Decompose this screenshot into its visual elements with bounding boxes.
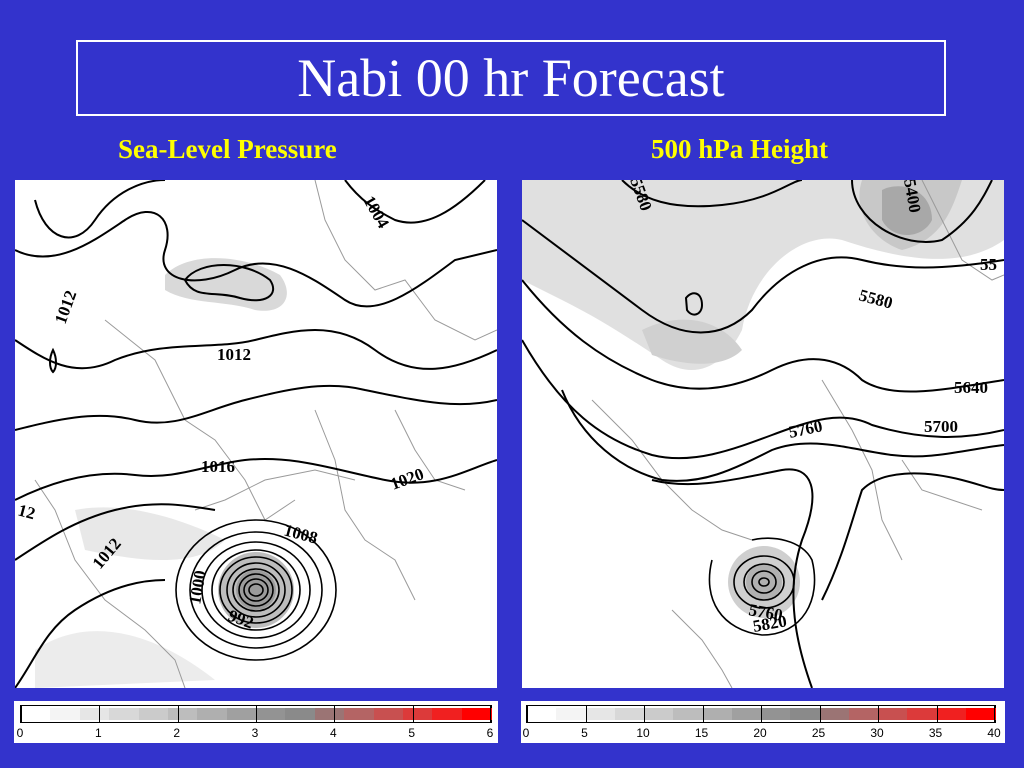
slp-map: 1004 1012 1012 1016 1020 1008 1012 1000 …	[15, 180, 497, 688]
colorbar-segment	[256, 708, 286, 720]
colorbar-tick-label: 25	[811, 726, 826, 740]
colorbar-tick	[21, 706, 22, 722]
contour-label: 5760	[787, 416, 824, 442]
h500-map: 5580 5400 5580 5640 5700 5760 5760 5820 …	[522, 180, 1004, 688]
colorbar-tick-label: 40	[987, 726, 1001, 740]
colorbar-tick-label: 5	[581, 726, 588, 740]
colorbar-segment	[614, 708, 645, 720]
colorbar-tick	[527, 706, 528, 722]
colorbar-segment	[344, 708, 375, 720]
colorbar-segment	[585, 708, 616, 720]
colorbar-tick-label: 10	[636, 726, 650, 740]
contour-label: 12	[16, 501, 37, 524]
h500-map-graphic: 5580 5400 5580 5640 5700 5760 5760 5820 …	[522, 180, 1004, 688]
colorbar-segment	[461, 708, 492, 720]
h500-colorbar	[526, 705, 996, 723]
colorbar-tick-label: 15	[694, 726, 709, 740]
colorbar-segment	[527, 708, 557, 720]
colorbar-tick	[761, 706, 762, 722]
colorbar-segment	[907, 708, 938, 720]
colorbar-tick-label: 4	[329, 726, 337, 740]
colorbar-tick-label: 2	[173, 726, 180, 740]
colorbar-segment	[790, 708, 821, 720]
contour-label: 5580	[857, 286, 895, 313]
colorbar-tick	[256, 706, 257, 722]
slp-cyclone-contours	[175, 519, 337, 661]
contour-label: 5640	[954, 378, 988, 397]
colorbar-tick-label: 30	[870, 726, 884, 740]
colorbar-tick	[490, 706, 491, 722]
colorbar-tick	[99, 706, 101, 722]
colorbar-segment	[109, 708, 140, 720]
colorbar-segment	[50, 708, 81, 720]
h500-height-contours	[522, 180, 1004, 688]
colorbar-tick-label: 0	[522, 726, 530, 740]
colorbar-segment	[167, 708, 198, 720]
colorbar-segment	[848, 708, 879, 720]
colorbar-tick	[644, 706, 645, 722]
colorbar-tick-label: 3	[251, 726, 259, 740]
contour-label: 1012	[51, 288, 80, 326]
slp-shading	[35, 258, 294, 688]
contour-label: 1000	[185, 569, 210, 606]
slp-colorbar	[20, 705, 492, 723]
colorbar-tick	[702, 706, 704, 722]
colorbar-segment	[673, 708, 704, 720]
contour-label: 55	[980, 255, 997, 274]
slide-title-text: Nabi 00 hr Forecast	[297, 48, 725, 108]
h500-coastlines	[591, 180, 1004, 688]
colorbar-segment	[761, 708, 791, 720]
colorbar-segment	[936, 708, 967, 720]
slp-coastlines	[34, 180, 497, 688]
h500-low-contours	[708, 537, 816, 636]
colorbar-tick-label: 35	[928, 726, 943, 740]
colorbar-tick-label: 20	[753, 726, 767, 740]
slp-map-graphic: 1004 1012 1012 1016 1020 1008 1012 1000 …	[15, 180, 497, 688]
colorbar-segment	[556, 708, 587, 720]
contour-label: 5700	[924, 417, 958, 436]
panel-heading-500hpa: 500 hPa Height	[651, 134, 829, 164]
colorbar-segment	[402, 708, 433, 720]
colorbar-tick-label: 6	[486, 726, 494, 740]
colorbar-segment	[197, 708, 228, 720]
colorbar-tick	[878, 706, 879, 722]
colorbar-tick	[334, 706, 336, 722]
colorbar-tick-label: 1	[94, 726, 102, 740]
colorbar-tick-label: 5	[408, 726, 415, 740]
contour-label: 1012	[217, 345, 251, 364]
colorbar-segment	[731, 708, 762, 720]
colorbar-segment	[702, 708, 733, 720]
contour-label: 1020	[388, 464, 426, 493]
colorbar-tick	[819, 706, 821, 722]
colorbar-tick-label: 0	[16, 726, 24, 740]
colorbar-segment	[373, 708, 404, 720]
colorbar-segment	[138, 708, 169, 720]
colorbar-tick	[177, 706, 179, 722]
colorbar-tick	[936, 706, 938, 722]
colorbar-segment	[21, 708, 51, 720]
colorbar-segment	[878, 708, 908, 720]
colorbar-tick	[994, 706, 995, 722]
contour-label: 1004	[360, 193, 394, 232]
colorbar-segment	[79, 708, 110, 720]
colorbar-segment	[285, 708, 316, 720]
slide-title: Nabi 00 hr Forecast	[76, 40, 946, 116]
panel-heading-slp: Sea-Level Pressure	[118, 134, 337, 164]
contour-label: 1016	[201, 457, 235, 476]
colorbar-tick	[585, 706, 587, 722]
colorbar-segment	[644, 708, 674, 720]
colorbar-segment	[819, 708, 850, 720]
contour-label: 1008	[282, 521, 320, 548]
colorbar-tick	[412, 706, 414, 722]
slp-isobars	[15, 180, 497, 688]
colorbar-segment	[226, 708, 257, 720]
colorbar-segment	[432, 708, 463, 720]
colorbar-segment	[965, 708, 996, 720]
h500-shading	[522, 180, 1004, 618]
colorbar-segment	[314, 708, 345, 720]
